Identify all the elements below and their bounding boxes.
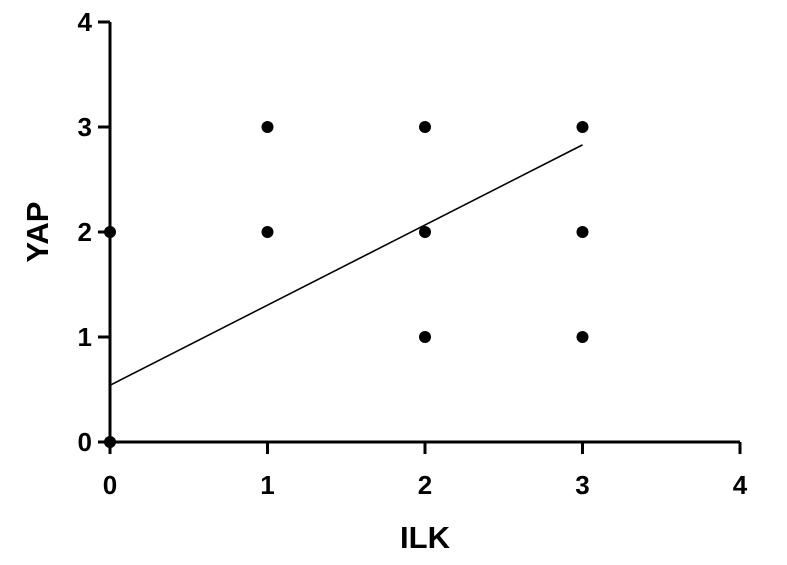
data-point [576,331,589,343]
x-ticks: 0 1 2 3 4 [103,442,748,500]
data-point [576,121,589,133]
x-tick-label: 3 [575,470,589,500]
y-tick-label: 3 [78,112,92,142]
data-point [104,436,116,448]
y-ticks: 0 1 2 3 4 [78,7,110,457]
data-points [104,121,589,448]
x-tick-label: 1 [260,470,274,500]
data-point [419,226,431,238]
y-tick-label: 2 [78,217,92,247]
data-point [419,121,431,133]
y-tick-label: 1 [78,322,92,352]
x-axis-label: ILK [400,520,451,555]
data-point [576,226,589,238]
x-tick-label: 0 [103,470,117,500]
y-tick-label: 0 [78,427,92,457]
x-tick-label: 2 [418,470,432,500]
y-tick-label: 4 [78,7,93,37]
x-tick-label: 4 [733,470,748,500]
y-axis-label: YAP [20,202,55,263]
data-point [261,121,274,133]
data-point [261,226,274,238]
regression-line [109,144,583,387]
data-point [104,226,116,238]
data-point [419,331,431,343]
